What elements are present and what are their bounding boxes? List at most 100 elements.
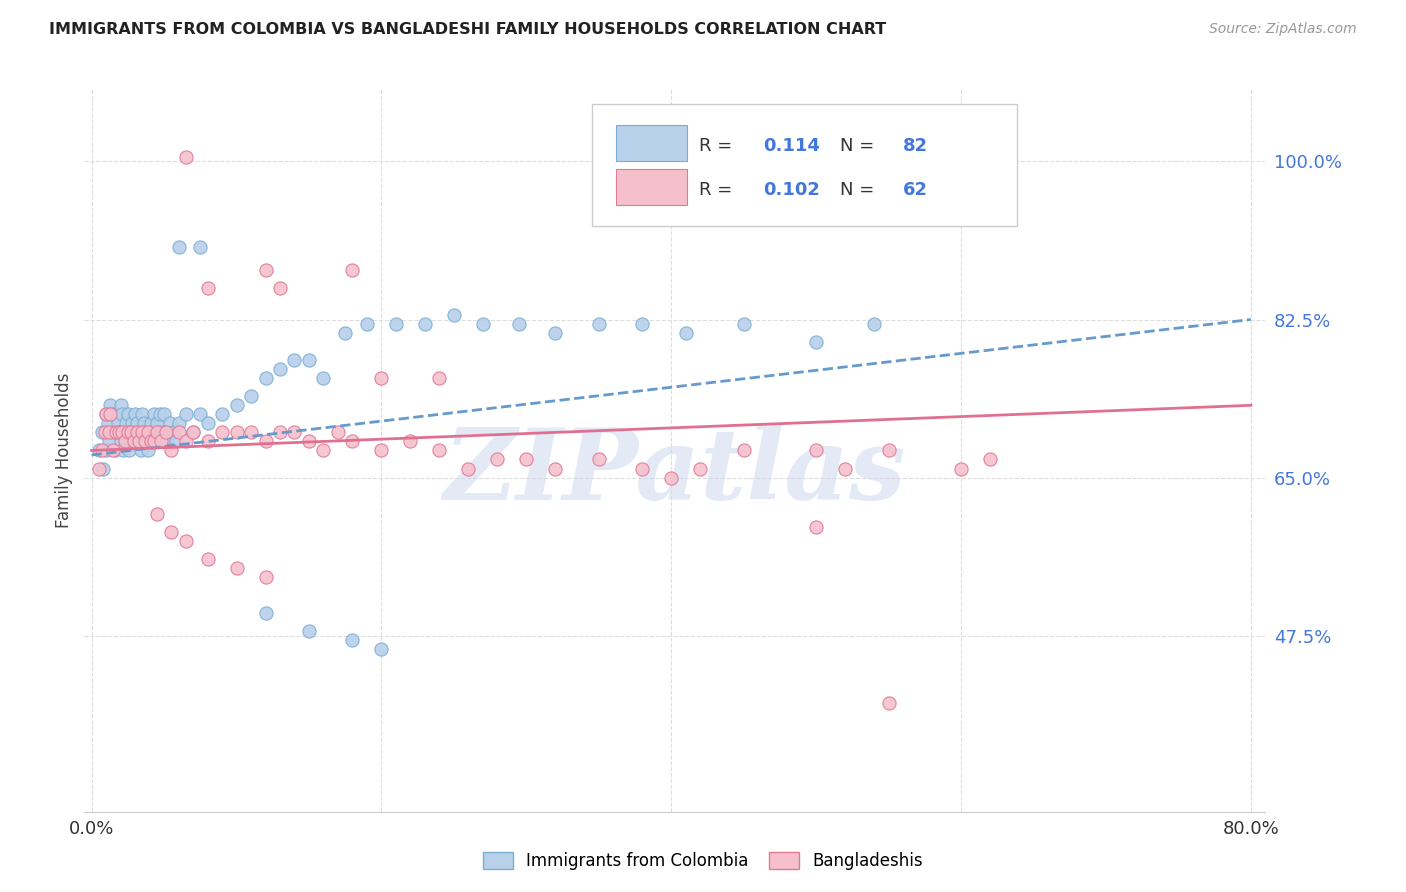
Point	[240, 389, 263, 403]
Point	[429, 443, 451, 458]
Point	[254, 371, 277, 385]
Point	[298, 353, 321, 368]
Point	[100, 398, 122, 412]
Point	[659, 470, 682, 484]
Text: Source: ZipAtlas.com: Source: ZipAtlas.com	[1209, 22, 1357, 37]
Point	[110, 434, 132, 449]
Point	[733, 317, 755, 331]
Point	[122, 434, 145, 449]
Point	[138, 425, 160, 440]
Point	[167, 425, 190, 440]
Point	[197, 417, 219, 431]
Point	[131, 407, 153, 422]
Point	[128, 434, 150, 449]
Text: N =: N =	[841, 181, 880, 199]
Point	[149, 407, 172, 422]
Point	[100, 407, 122, 422]
Point	[118, 443, 141, 458]
Point	[385, 317, 408, 331]
Point	[269, 281, 291, 295]
Point	[733, 443, 755, 458]
Point	[108, 425, 131, 440]
Point	[90, 443, 112, 458]
Point	[804, 334, 827, 349]
Point	[142, 434, 165, 449]
Point	[544, 461, 567, 475]
Point	[131, 425, 153, 440]
Point	[167, 417, 190, 431]
Point	[94, 407, 117, 422]
Point	[689, 461, 711, 475]
Point	[134, 425, 156, 440]
Point	[174, 150, 197, 164]
Point	[429, 371, 451, 385]
Point	[834, 461, 856, 475]
Point	[125, 417, 148, 431]
Point	[105, 407, 128, 422]
Point	[167, 240, 190, 254]
Point	[174, 533, 197, 548]
Point	[87, 461, 110, 475]
Point	[225, 561, 247, 575]
Point	[588, 452, 610, 467]
Point	[150, 434, 173, 449]
Point	[588, 317, 610, 331]
Point	[413, 317, 436, 331]
Point	[312, 371, 335, 385]
Point	[804, 443, 827, 458]
Point	[94, 407, 117, 422]
Point	[225, 425, 247, 440]
Point	[863, 317, 886, 331]
Point	[486, 452, 509, 467]
Point	[269, 425, 291, 440]
FancyBboxPatch shape	[616, 169, 686, 205]
Point	[111, 425, 134, 440]
Point	[160, 524, 183, 539]
Point	[804, 520, 827, 534]
Point	[298, 434, 321, 449]
Point	[103, 425, 125, 440]
Point	[188, 240, 211, 254]
Text: 82: 82	[903, 136, 928, 154]
Point	[631, 461, 654, 475]
Point	[114, 434, 136, 449]
Point	[950, 461, 973, 475]
Point	[98, 434, 121, 449]
Point	[98, 425, 121, 440]
Point	[112, 443, 135, 458]
Point	[197, 551, 219, 566]
Point	[90, 425, 112, 440]
Point	[127, 425, 149, 440]
Point	[312, 443, 335, 458]
Point	[117, 407, 139, 422]
Point	[269, 362, 291, 376]
Point	[181, 425, 204, 440]
Text: R =: R =	[699, 181, 738, 199]
Point	[165, 434, 187, 449]
Point	[342, 633, 364, 648]
FancyBboxPatch shape	[592, 103, 1018, 227]
Point	[254, 606, 277, 620]
Point	[146, 417, 169, 431]
Text: 0.102: 0.102	[763, 181, 820, 199]
Point	[150, 425, 173, 440]
Point	[96, 417, 118, 431]
Point	[136, 425, 159, 440]
Point	[129, 443, 152, 458]
Point	[125, 425, 148, 440]
Point	[877, 697, 900, 711]
Point	[107, 417, 129, 431]
Point	[342, 434, 364, 449]
Point	[124, 407, 146, 422]
Point	[254, 570, 277, 584]
Text: ZIPatlas: ZIPatlas	[444, 424, 905, 520]
Point	[94, 443, 117, 458]
Point	[146, 425, 169, 440]
Point	[162, 425, 184, 440]
Point	[146, 507, 169, 521]
Point	[132, 417, 155, 431]
Point	[211, 425, 233, 440]
Point	[298, 624, 321, 639]
Point	[135, 434, 157, 449]
Point	[283, 425, 305, 440]
